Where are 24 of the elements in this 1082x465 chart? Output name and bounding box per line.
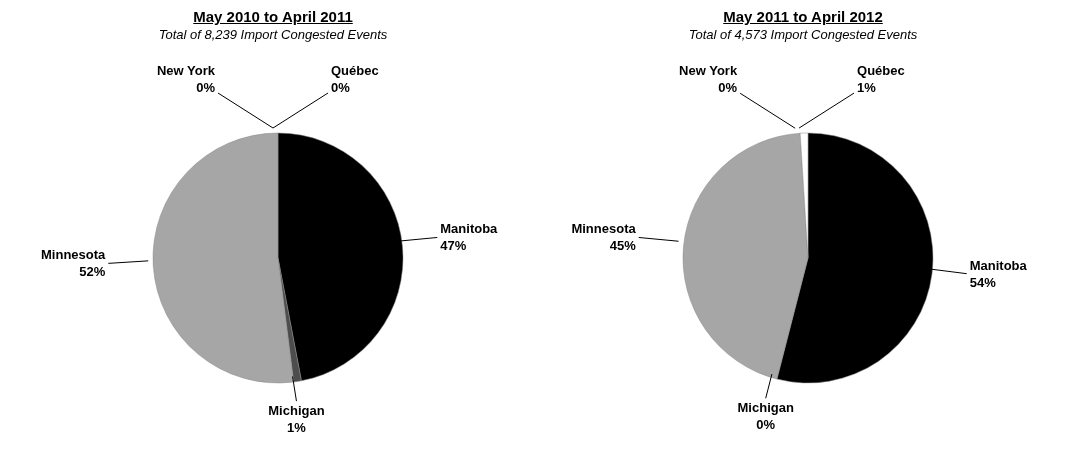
text: 0% [718,80,738,96]
category-label: Québec [331,63,379,78]
chart-subtitle: Total of 4,573 Import Congested Events [687,27,919,42]
data-label: 52% [79,264,106,280]
slice-label: Manitoba [440,221,499,237]
data-label: 1% [287,420,307,436]
slice-label: Michigan [268,403,325,419]
text: 0% [331,80,350,95]
chart-subtitle: Total of 8,239 Import Congested Events [157,27,389,42]
data-label: 47% [440,238,467,254]
category-label: New York [156,63,215,78]
chart-title: May 2011 to April 2012 [722,8,884,25]
legend-label: Michigan [737,400,794,416]
slice-label: Minnesota [571,221,637,237]
data-label: 1% [857,80,877,96]
text: 0% [756,417,776,433]
data-label: 45% [609,238,637,254]
data-label: 54% [969,274,997,290]
slice-label: Manitoba [969,257,1028,273]
category-label: New York [679,63,738,79]
slice-label: Québec [857,63,905,79]
chart-title: May 2010 to April 2011 [192,8,354,25]
slice-label: Minnesota [41,247,107,263]
text: 0% [196,80,215,95]
